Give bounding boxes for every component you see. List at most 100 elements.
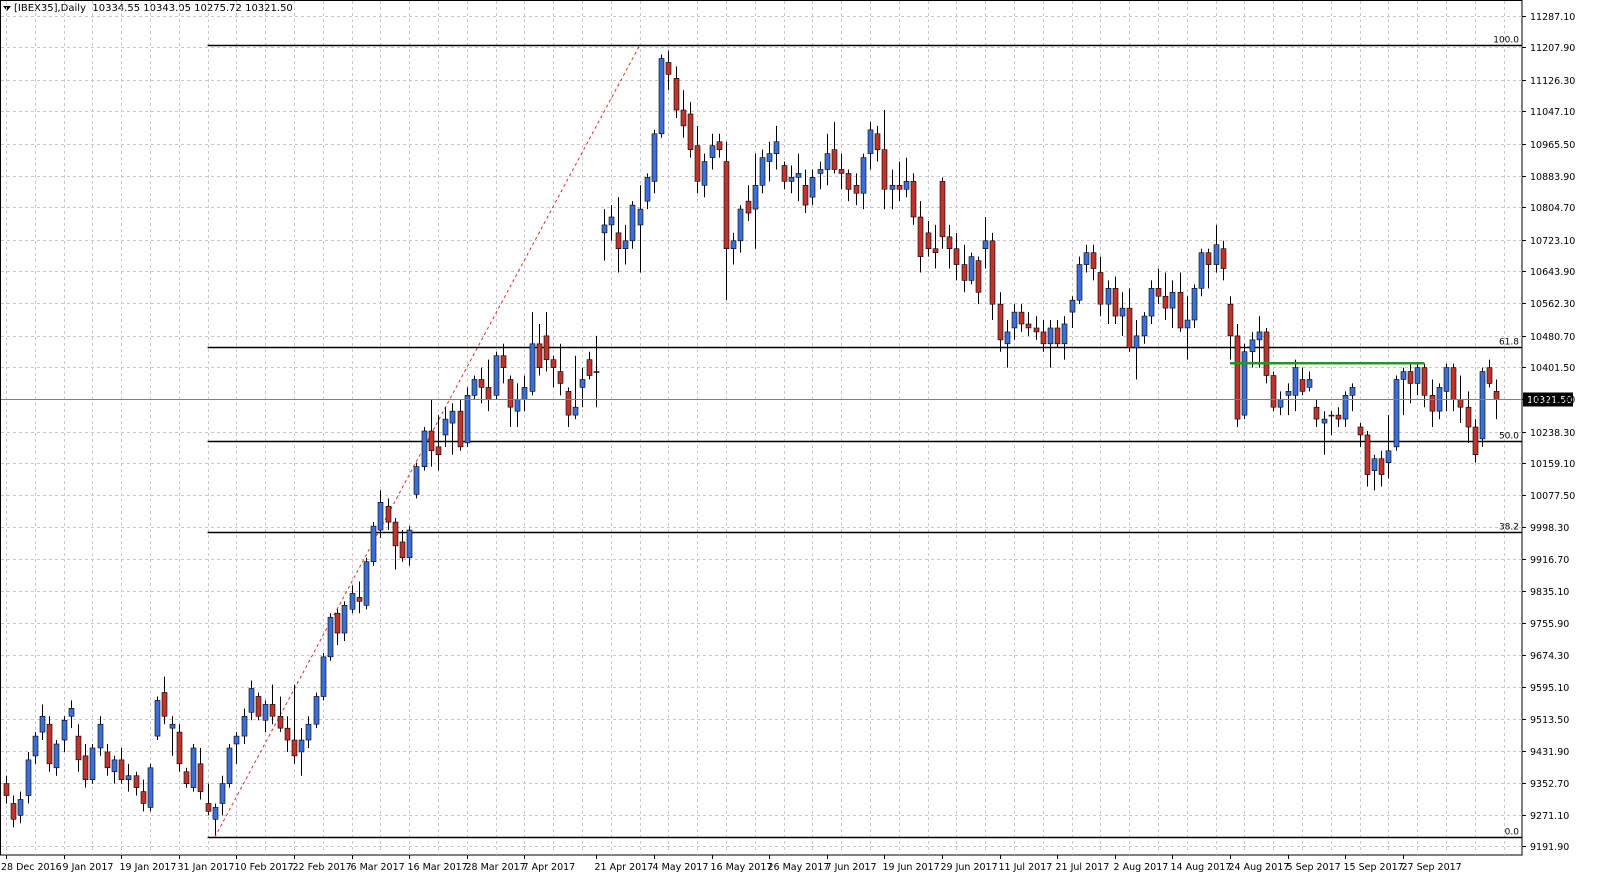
y-tick-label: 9513.50	[1530, 715, 1569, 726]
candle-body	[579, 379, 586, 388]
y-tick-label: 10238.30	[1530, 428, 1575, 439]
candle-body	[1249, 339, 1256, 353]
x-tick-label: 19 Jan 2017	[120, 862, 177, 873]
candle-body	[860, 157, 867, 194]
candle-body	[1033, 327, 1040, 333]
x-tick-label: 22 Feb 2017	[293, 862, 352, 873]
current-price-label: 10321.50	[1527, 395, 1572, 406]
candle-body	[478, 379, 485, 388]
fib-level-label: 61.8	[1499, 338, 1519, 348]
candle-body	[1443, 367, 1450, 392]
fib-level-label: 100.0	[1493, 36, 1519, 46]
candle-body	[493, 355, 500, 396]
x-tick-label: 5 Sep 2017	[1287, 862, 1341, 873]
candle-body	[421, 430, 428, 467]
candle-body	[449, 410, 456, 424]
x-tick-label: 19 Jun 2017	[883, 862, 940, 873]
candle-body	[838, 169, 845, 174]
y-tick-label: 9431.90	[1530, 747, 1569, 758]
candle-body	[320, 656, 327, 697]
candle-body	[500, 355, 507, 368]
candle-body	[1457, 398, 1464, 408]
candle-body	[1472, 426, 1479, 456]
candle-body	[291, 739, 298, 757]
candle-body	[125, 775, 132, 780]
ohlc-high: 10343.05	[143, 3, 191, 14]
x-tick-label: 14 Aug 2017	[1171, 862, 1232, 873]
candle-body	[485, 387, 492, 400]
candle-body	[917, 216, 924, 257]
candle-body	[550, 359, 557, 368]
candle-body	[1306, 379, 1313, 388]
candle-body	[1227, 303, 1234, 337]
candle-body	[262, 704, 269, 721]
candle-body	[377, 502, 384, 531]
candle-body	[752, 185, 759, 210]
candle-body	[68, 708, 75, 717]
x-tick-label: 24 Aug 2017	[1229, 862, 1290, 873]
candle-body	[17, 799, 24, 816]
candle-body	[435, 446, 442, 456]
candle-body	[241, 715, 248, 737]
candle-body	[392, 521, 399, 547]
candle-body	[471, 379, 478, 396]
candle-body	[989, 240, 996, 305]
candle-body	[25, 759, 32, 796]
candle-body	[795, 173, 802, 178]
candle-body	[572, 406, 579, 416]
y-tick-label: 9835.10	[1530, 587, 1569, 598]
fibonacci-retracement[interactable]: 100.0 61.8 50.0 38.2 0.0	[207, 36, 1522, 839]
candle-body	[673, 78, 680, 111]
candle-body	[176, 731, 183, 765]
candle-body	[601, 224, 608, 234]
y-tick-label: 10562.30	[1530, 299, 1575, 310]
candle-body	[788, 177, 795, 182]
candle-body	[226, 747, 233, 784]
candle-body	[845, 173, 852, 190]
candle-body	[910, 181, 917, 218]
candle-body	[716, 141, 723, 150]
candle-body	[1371, 458, 1378, 471]
candle-body	[413, 466, 420, 495]
candle-body	[1313, 406, 1320, 420]
candle-body	[1393, 379, 1400, 448]
candle-body	[557, 371, 564, 384]
candle-body	[183, 771, 190, 784]
x-tick-label: 28 Mar 2017	[466, 862, 526, 873]
candle-body	[709, 145, 716, 158]
candle-body	[1018, 311, 1025, 325]
candle-body	[1479, 371, 1486, 440]
candle-body	[1277, 398, 1284, 408]
candle-body	[680, 109, 687, 127]
candle-body	[118, 759, 125, 780]
x-tick-label: 21 Apr 2017	[595, 862, 654, 873]
candle-body	[953, 248, 960, 265]
candle-body	[97, 723, 104, 749]
candle-body	[349, 593, 356, 610]
candle-body	[1162, 295, 1169, 309]
x-tick-label: 4 May 2017	[653, 862, 709, 873]
x-tick-label: 16 Mar 2017	[408, 862, 468, 873]
y-tick-label: 9352.70	[1530, 779, 1569, 790]
candle-body	[1198, 252, 1205, 289]
candle-body	[1061, 323, 1068, 345]
candle-body	[1011, 311, 1018, 329]
candle-body	[1378, 458, 1385, 475]
candle-body	[629, 204, 636, 242]
fib-level-label: 50.0	[1499, 432, 1519, 442]
candle-body	[406, 529, 413, 559]
candle-body	[853, 185, 860, 194]
candle-body	[1220, 248, 1227, 269]
candle-body	[536, 343, 543, 368]
candle-body	[1047, 327, 1054, 345]
x-tick-label: 10 Feb 2017	[235, 862, 294, 873]
candle-body	[1083, 252, 1090, 265]
candle-body	[10, 803, 17, 820]
plot-frame	[0, 0, 1523, 856]
candle-body	[385, 505, 392, 523]
y-tick-label: 10159.10	[1530, 459, 1575, 470]
candle-body	[190, 747, 197, 788]
y-tick-label: 10723.10	[1530, 236, 1575, 247]
y-tick-label: 9998.30	[1530, 523, 1569, 534]
